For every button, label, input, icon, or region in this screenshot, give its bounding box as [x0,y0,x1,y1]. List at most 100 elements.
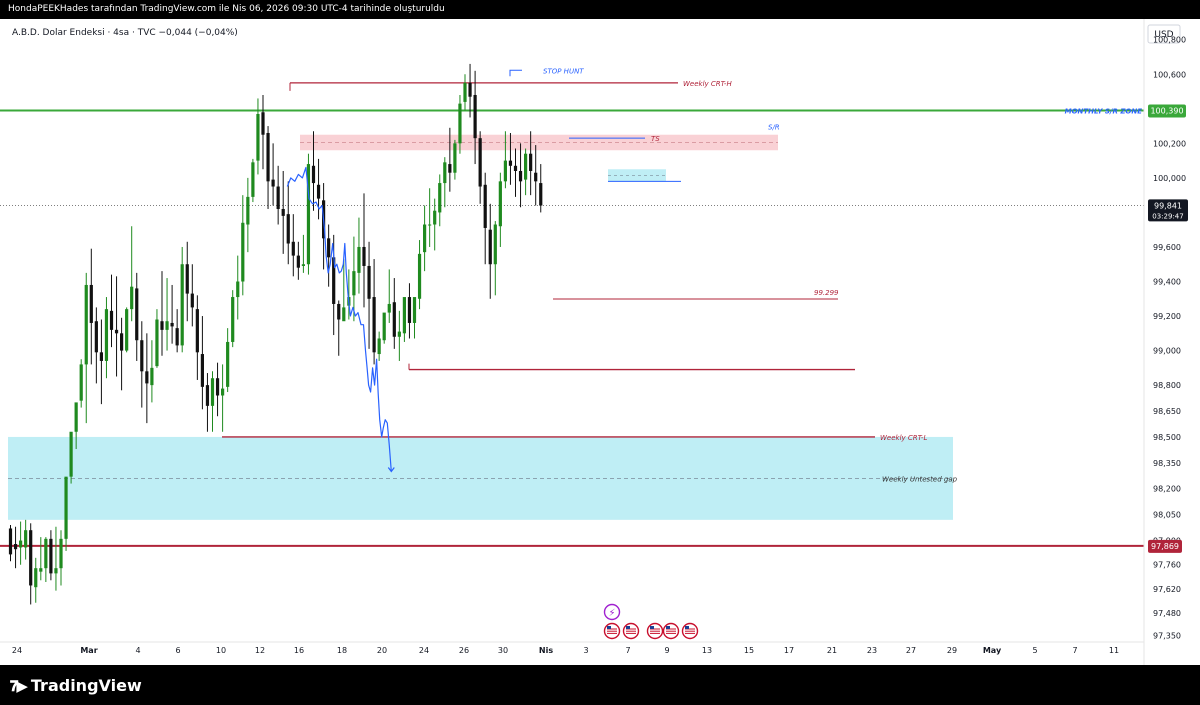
candle [524,148,528,196]
y-tick-label: 97,480 [1153,609,1181,618]
candle [210,371,215,432]
candle [327,224,331,287]
candle [44,537,48,583]
candle [200,316,204,410]
lightning-event-glyph: ⚡ [608,608,615,619]
x-tick-label: 5 [1032,646,1037,655]
us-flag-event-icon [681,622,699,640]
x-tick-label: 11 [1109,646,1119,655]
y-tick-label: 100,600 [1153,70,1186,79]
candle-body [120,333,124,351]
candle-body [377,338,381,355]
candle-body [44,538,48,569]
candle [529,131,533,196]
candle-body [256,113,260,161]
candle-body [306,164,311,265]
candle [438,174,442,227]
candle [534,145,538,206]
badge-text: 100,390 [1150,107,1183,116]
badge-bg [1148,539,1182,553]
candle [513,148,518,197]
candle-body [59,538,63,569]
currency-button[interactable]: USD [1147,24,1181,44]
candle [145,333,149,424]
y-tick-label: 98,500 [1153,433,1181,442]
candle [493,221,497,296]
candle-body [448,164,452,173]
candle-body [301,264,305,266]
price-chart[interactable]: A.B.D. Dolar Endeksi · 4sa · TVC −0,044 … [0,19,1200,665]
candle [175,309,179,353]
x-axis[interactable]: 24 Mar 4 6 10 12 16 18 20 24 26 30 Nis 3 7 9 13 15 17 21 23 2… [0,641,1144,655]
candle [109,274,114,348]
us-flag-event-icon [646,622,664,640]
candle-body [367,265,371,299]
candle-body [195,309,199,353]
us-flag-canton [626,626,630,629]
x-tick-label: 10 [216,646,226,655]
candle [342,259,346,322]
candle [130,226,134,322]
candle-body [316,184,321,199]
candle [488,203,492,299]
overlay-layer: STOP HUNT TS [286,67,681,473]
candle [352,236,356,322]
y-tick-label: 98,200 [1153,485,1181,494]
candle-body [488,229,492,265]
candle-body [236,281,240,298]
candle [392,278,396,349]
candle-body [402,297,406,334]
candle [64,476,68,551]
stop-hunt-label: STOP HUNT [543,67,584,75]
candle [311,131,316,211]
candle [286,181,290,265]
candle-body [539,183,543,206]
candle-body [104,309,109,361]
candle [443,157,447,208]
candle-body [281,208,285,216]
last-price-badge: 99,841 03:29:47 [1148,199,1188,222]
candle [125,307,129,353]
candle [190,264,194,327]
candle-body [342,307,346,322]
candle-body [524,153,528,180]
candle-body [54,568,58,574]
x-tick-label: 16 [294,646,304,655]
candle [468,63,472,118]
y-tick-label: 99,200 [1153,312,1181,321]
candle-body [357,246,361,273]
candle-body [215,378,220,396]
candle [69,431,73,484]
candle-body [13,544,18,550]
us-flag-canton [650,626,654,629]
candle-body [84,284,88,365]
us-flag-event-icon [603,622,621,640]
candle-body [327,238,331,258]
candle-body [352,271,356,296]
weekly-untested-gap-label: Weekly Untested gap [882,475,958,483]
candle [508,132,513,185]
candles-layer [8,63,543,605]
candle-body [170,322,174,327]
candle [170,284,174,344]
candle-body [428,224,432,226]
candle [357,217,361,294]
candle-body [291,241,295,256]
candle-body [493,224,497,265]
badge-bg [1148,199,1188,222]
x-tick-label: 29 [947,646,957,655]
weekly-crt-h-label: Weekly CRT-H [683,80,732,88]
candle-body [165,321,169,330]
candle [215,362,220,417]
tradingview-logo-icon: 𝟕▶ [10,676,28,695]
candle-body [34,568,38,588]
chart-frame[interactable]: A.B.D. Dolar Endeksi · 4sa · TVC −0,044 … [0,19,1200,665]
tradingview-logo[interactable]: 𝟕▶ TradingView [10,676,142,695]
candle [458,94,462,154]
stop-hunt-marker [509,69,522,77]
x-tick-label: 7 [625,646,630,655]
candle [281,170,285,254]
candle-body [453,143,457,173]
x-tick-label: 13 [702,646,712,655]
candle-body [29,530,33,586]
